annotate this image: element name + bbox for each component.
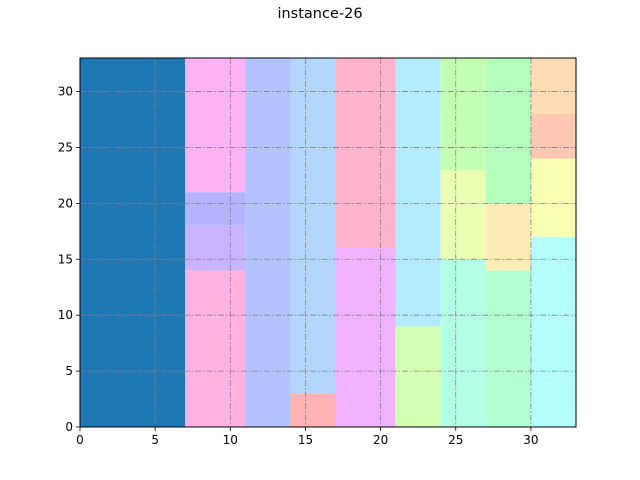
- packed-rect-13: [440, 259, 486, 427]
- packed-rect-10: [335, 58, 396, 249]
- axes-frame: [79, 57, 577, 428]
- packed-rect-5: [185, 58, 246, 193]
- y-tick-label: 30: [58, 85, 73, 99]
- x-tick-label: 0: [76, 433, 84, 447]
- packed-rect-22: [530, 58, 576, 114]
- y-tick-label: 25: [58, 140, 73, 154]
- packed-rect-4: [185, 192, 246, 226]
- x-tick-label: 15: [298, 433, 313, 447]
- x-tick-label: 20: [373, 433, 388, 447]
- packed-rect-19: [530, 236, 576, 427]
- packed-rect-12: [395, 58, 441, 327]
- packed-rect-14: [440, 169, 486, 260]
- y-tick-label: 5: [65, 364, 73, 378]
- x-tick-label: 30: [523, 433, 538, 447]
- y-tick-label: 20: [58, 196, 73, 210]
- packed-rect-18: [485, 58, 531, 204]
- x-tick-label: 5: [151, 433, 159, 447]
- packed-rect-15: [440, 58, 486, 170]
- packed-rect-3: [185, 225, 246, 271]
- packed-rect-8: [290, 58, 336, 394]
- packed-rect-21: [530, 113, 576, 159]
- packed-rect-6: [245, 58, 291, 427]
- packed-rect-16: [485, 270, 531, 427]
- packed-rect-1: [80, 58, 186, 427]
- y-tick-label: 10: [58, 308, 73, 322]
- y-tick-label: 15: [58, 252, 73, 266]
- packed-rect-2: [185, 270, 246, 427]
- y-tick-label: 0: [65, 420, 73, 434]
- packed-rect-9: [335, 248, 396, 427]
- packed-rect-11: [395, 326, 441, 427]
- x-tick-label: 10: [223, 433, 238, 447]
- rects-layer: [80, 58, 576, 427]
- packed-rect-17: [485, 203, 531, 271]
- packed-rect-20: [530, 158, 576, 237]
- packed-rect-7: [290, 393, 336, 427]
- x-tick-label: 25: [448, 433, 463, 447]
- ticks-layer: 0 5 10 15 20 25 30 0 5 10 15 20 25 30: [58, 85, 539, 447]
- chart-title: instance-26: [277, 6, 363, 22]
